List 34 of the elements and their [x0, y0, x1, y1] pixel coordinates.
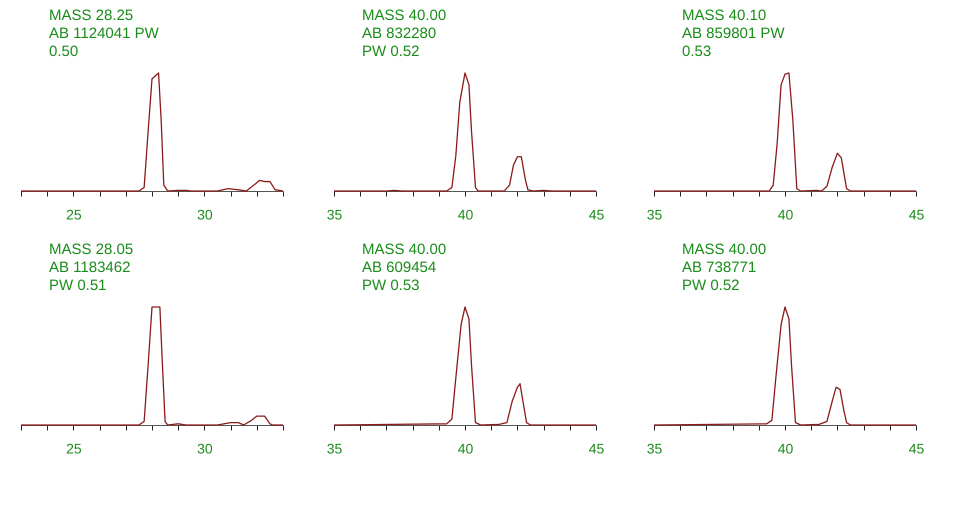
x-tick-label: 25 — [66, 440, 82, 456]
x-tick-label: 45 — [908, 440, 924, 456]
text: PW 0.52 — [362, 43, 420, 60]
x-tick-label: 40 — [458, 440, 474, 456]
x-tick-label: 35 — [326, 206, 342, 222]
text: MASS 40.00 — [362, 7, 446, 24]
text: AB 832280 — [362, 25, 436, 42]
text: 0.50 — [49, 43, 78, 60]
x-tick-label: 25 — [66, 206, 82, 222]
x-tick-label: 35 — [646, 206, 662, 222]
x-tick-label: 45 — [588, 206, 604, 222]
text: PW 0.52 — [682, 277, 740, 294]
x-tick-label: 40 — [458, 206, 474, 222]
x-tick-label: 45 — [588, 440, 604, 456]
x-tick-label: 30 — [197, 440, 213, 456]
x-tick-label: 40 — [778, 440, 794, 456]
text: AB 1124041 PW — [49, 25, 160, 42]
x-tick-label: 30 — [197, 206, 213, 222]
x-tick-label: 40 — [778, 206, 794, 222]
x-tick-label: 35 — [326, 440, 342, 456]
text: AB 738771 — [682, 259, 756, 276]
text: MASS 40.00 — [682, 241, 766, 258]
x-tick-label: 35 — [646, 440, 662, 456]
x-tick-label: 45 — [908, 206, 924, 222]
text: MASS 40.00 — [362, 241, 446, 258]
text: AB 1183462 — [49, 259, 130, 276]
text: 0.53 — [682, 43, 712, 60]
text: PW 0.51 — [49, 277, 107, 294]
text: AB 609454 — [362, 259, 436, 276]
text: AB 859801 PW — [682, 25, 786, 42]
text: MASS 40.10 — [682, 7, 766, 24]
text: PW 0.53 — [362, 277, 420, 294]
text: MASS 28.25 — [49, 7, 134, 24]
text: MASS 28.05 — [49, 241, 134, 258]
